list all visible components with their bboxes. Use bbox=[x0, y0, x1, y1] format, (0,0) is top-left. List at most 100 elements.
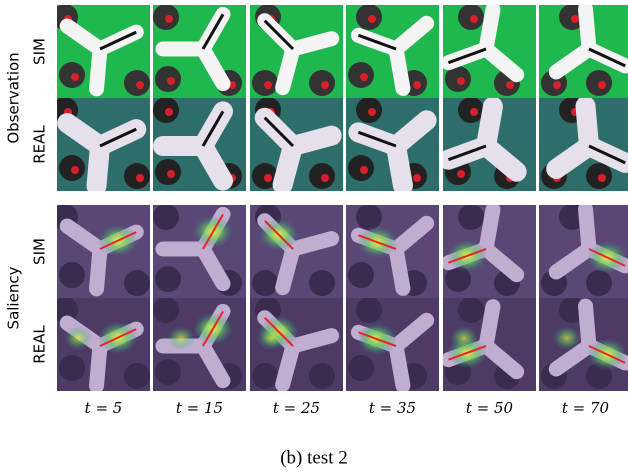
finger-edge bbox=[167, 77, 175, 85]
column-label: t = 25 bbox=[273, 399, 320, 417]
finger-blob bbox=[348, 262, 374, 288]
object-arm bbox=[486, 307, 493, 346]
image-cell bbox=[153, 204, 246, 298]
finger-edge bbox=[470, 15, 478, 23]
saliency-heat bbox=[257, 326, 285, 350]
finger-blob bbox=[356, 297, 382, 323]
object-arm bbox=[586, 306, 589, 346]
image-cell bbox=[153, 4, 246, 98]
image-cell bbox=[539, 204, 628, 298]
object-arm bbox=[293, 136, 332, 146]
row-label: SIM bbox=[31, 238, 49, 265]
finger-edge bbox=[470, 108, 478, 116]
image-cell bbox=[346, 297, 439, 391]
finger-blob bbox=[458, 204, 484, 230]
object-arm bbox=[293, 39, 332, 49]
finger-edge bbox=[165, 108, 173, 116]
object-arm bbox=[293, 336, 332, 346]
finger-blob bbox=[309, 270, 335, 296]
figure: (b) test 2 Observation SIM REAL Saliency SIM… bbox=[0, 0, 628, 472]
image-cell bbox=[539, 97, 628, 191]
finger-blob bbox=[124, 363, 150, 389]
finger-edge bbox=[136, 174, 144, 182]
finger-edge bbox=[71, 166, 79, 174]
finger-edge bbox=[360, 166, 368, 174]
image-cell bbox=[52, 4, 150, 98]
finger-edge bbox=[457, 170, 465, 178]
finger-blob bbox=[309, 363, 335, 389]
finger-edge bbox=[264, 174, 272, 182]
saliency-heat bbox=[450, 326, 478, 350]
finger-edge bbox=[264, 81, 272, 89]
finger-edge bbox=[71, 73, 79, 81]
row-label: REAL bbox=[31, 325, 49, 364]
object-arm bbox=[586, 106, 589, 146]
finger-edge bbox=[321, 81, 329, 89]
finger-edge bbox=[571, 15, 579, 23]
finger-edge bbox=[413, 81, 421, 89]
finger-edge bbox=[598, 174, 606, 182]
image-cell bbox=[443, 297, 536, 391]
column-label: t = 50 bbox=[466, 399, 514, 417]
column-label: t = 15 bbox=[176, 399, 223, 417]
finger-edge bbox=[167, 170, 175, 178]
finger-edge bbox=[506, 81, 514, 89]
image-cell bbox=[250, 4, 343, 98]
image-cell bbox=[346, 4, 439, 98]
image-cell bbox=[52, 297, 150, 391]
finger-blob bbox=[458, 297, 484, 323]
image-cell bbox=[52, 97, 150, 191]
finger-blob bbox=[59, 262, 85, 288]
finger-blob bbox=[252, 270, 278, 296]
row-group-label: Saliency bbox=[5, 266, 23, 329]
column-label: t = 70 bbox=[562, 399, 610, 417]
image-grid bbox=[52, 4, 628, 391]
finger-edge bbox=[457, 77, 465, 85]
row-label: SIM bbox=[31, 38, 49, 65]
finger-blob bbox=[348, 355, 374, 381]
object-arm bbox=[293, 239, 332, 249]
finger-blob bbox=[155, 266, 181, 292]
object-arm bbox=[486, 10, 493, 49]
saliency-heat bbox=[167, 326, 195, 350]
image-cell bbox=[153, 297, 246, 391]
caption: (b) test 2 bbox=[280, 447, 348, 468]
object-arm bbox=[586, 209, 589, 249]
finger-edge bbox=[598, 81, 606, 89]
image-cell bbox=[250, 204, 343, 298]
finger-blob bbox=[252, 363, 278, 389]
finger-edge bbox=[413, 174, 421, 182]
image-cell bbox=[539, 297, 628, 391]
column-label: t = 35 bbox=[369, 399, 416, 417]
finger-edge bbox=[321, 174, 329, 182]
finger-blob bbox=[124, 270, 150, 296]
row-label: REAL bbox=[31, 125, 49, 164]
image-cell bbox=[250, 97, 343, 191]
image-cell bbox=[346, 97, 439, 191]
finger-blob bbox=[153, 297, 179, 323]
image-cell bbox=[52, 204, 150, 298]
finger-edge bbox=[136, 81, 144, 89]
image-cell bbox=[443, 97, 536, 191]
object-arm bbox=[586, 9, 589, 49]
finger-edge bbox=[368, 108, 376, 116]
finger-blob bbox=[356, 204, 382, 230]
saliency-heat bbox=[553, 326, 581, 350]
object-arm bbox=[486, 210, 493, 249]
image-cell bbox=[539, 4, 628, 98]
image-cell bbox=[153, 97, 246, 191]
finger-blob bbox=[153, 204, 179, 230]
saliency-heat bbox=[64, 326, 92, 350]
finger-blob bbox=[586, 270, 612, 296]
finger-edge bbox=[360, 73, 368, 81]
finger-edge bbox=[553, 81, 561, 89]
finger-edge bbox=[165, 15, 173, 23]
image-cell bbox=[443, 204, 536, 298]
row-group-label: Observation bbox=[5, 52, 23, 143]
finger-blob bbox=[155, 359, 181, 385]
image-cell bbox=[346, 204, 439, 298]
object-arm bbox=[486, 107, 493, 146]
finger-blob bbox=[59, 355, 85, 381]
finger-edge bbox=[368, 15, 376, 23]
column-label: t = 5 bbox=[85, 399, 123, 417]
